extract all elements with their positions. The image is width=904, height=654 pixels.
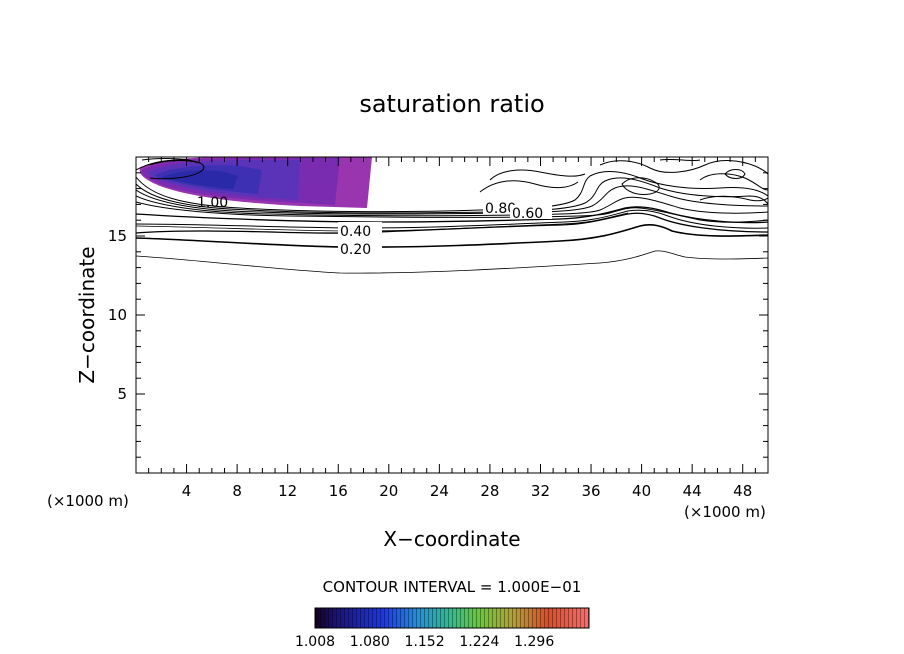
contour-label: 1.00 [197, 195, 228, 211]
colorbar-tick-label: 1.080 [350, 634, 390, 650]
colorbar-tick-label: 1.224 [459, 634, 499, 650]
contour-line-010 [136, 250, 768, 274]
contour-line-060 [136, 206, 768, 224]
x-tick-label: 32 [531, 482, 550, 500]
x-tick-label: 20 [379, 482, 398, 500]
x-tick-label: 44 [683, 482, 702, 500]
colorbar [314, 607, 590, 629]
contour-line-050 [136, 209, 768, 229]
x-tick-label: 12 [278, 482, 297, 500]
colorbar-tick-label: 1.296 [514, 634, 554, 650]
x-axis-label: X−coordinate [383, 527, 520, 551]
contour-label: 0.60 [512, 206, 543, 222]
x-tick-labels: 4 8 12 16 20 24 28 32 36 40 44 48 [182, 482, 752, 500]
x-unit-left: (×1000 m) [47, 492, 129, 510]
contour-line-020 [136, 224, 768, 248]
contour-label: 0.40 [340, 224, 371, 240]
upper-contours [136, 158, 768, 223]
x-tick-label: 4 [182, 482, 192, 500]
x-unit-right: (×1000 m) [684, 503, 766, 521]
colorbar-tick-label: 1.008 [295, 634, 335, 650]
y-tick-label: 15 [108, 227, 127, 245]
shaded-region [139, 157, 372, 208]
x-tick-label: 40 [632, 482, 651, 500]
contour-label: 0.80 [485, 201, 516, 217]
chart-title: saturation ratio [359, 90, 544, 118]
contour-label: 0.20 [340, 242, 371, 258]
y-tick-labels: 5 10 15 [108, 227, 127, 403]
y-tick-label: 10 [108, 306, 127, 324]
x-tick-label: 48 [733, 482, 752, 500]
contour-interval: CONTOUR INTERVAL = 1.000E−01 [323, 578, 582, 596]
x-tick-label: 8 [232, 482, 242, 500]
x-tick-label: 16 [329, 482, 348, 500]
y-tick-label: 5 [117, 385, 127, 403]
x-tick-label: 28 [480, 482, 499, 500]
plot-area [136, 157, 768, 274]
contour-line-045 [136, 212, 629, 232]
x-tick-label: 36 [581, 482, 600, 500]
contour-labels: 1.00 0.80 0.60 0.40 0.20 [197, 195, 552, 258]
contour-line-040 [136, 212, 768, 234]
colorbar-labels: 1.008 1.080 1.152 1.224 1.296 [295, 634, 554, 650]
y-axis-label: Z−coordinate [75, 246, 99, 383]
colorbar-tick-label: 1.152 [405, 634, 445, 650]
axis-ticks [136, 157, 768, 473]
x-tick-label: 24 [430, 482, 449, 500]
